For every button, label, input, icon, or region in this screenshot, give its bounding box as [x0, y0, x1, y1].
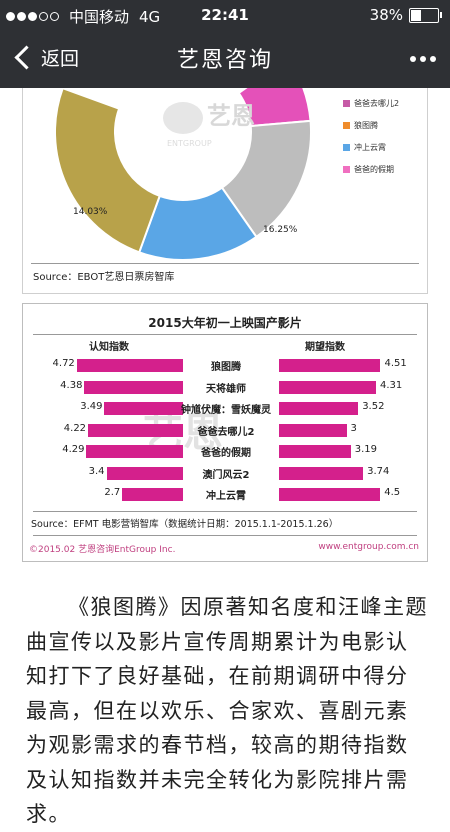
bar-value-label: 3	[350, 422, 357, 434]
bar-expectation	[279, 359, 381, 372]
network-type: 4G	[139, 7, 161, 26]
bar-value-label: 3.49	[80, 401, 103, 412]
back-label: 返回	[41, 48, 80, 70]
movie-name-label: 狼图腾	[211, 362, 241, 373]
status-bar: 中国移动 4G 22:41 38%	[0, 0, 450, 30]
watermark-logo-icon	[163, 102, 203, 134]
signal-dot	[28, 12, 37, 21]
divider	[33, 535, 417, 536]
legend-item: 冲上云霄	[343, 136, 399, 158]
legend-swatch	[343, 121, 350, 129]
bar-value-label: 4.31	[379, 379, 403, 391]
carrier-group: 中国移动 4G	[6, 6, 160, 27]
movie-name-label: 爸爸的假期	[201, 448, 251, 459]
divider	[31, 263, 419, 264]
signal-dot	[17, 12, 26, 21]
legend-label: 冲上云霄	[354, 142, 386, 152]
donut-chart: 14.03%15.46%16.25% 艺恩 ENTGROUP	[54, 88, 312, 261]
movie-name-label: 冲上云霄	[206, 491, 246, 502]
bar-expectation	[279, 402, 359, 415]
legend-swatch	[343, 165, 350, 173]
legend-swatch	[343, 143, 350, 151]
signal-dot	[6, 12, 15, 21]
dot-icon	[420, 56, 426, 62]
battery-group: 38%	[370, 6, 442, 24]
battery-percent: 38%	[369, 6, 403, 24]
article-paragraph: 《狼图腾》因原著知名度和汪峰主题曲宣传以及影片宣传周期累计为电影认知打下了良好基…	[26, 595, 428, 826]
copyright-text: ©2015.02 艺恩咨询EntGroup Inc.	[29, 545, 176, 555]
clock: 22:41	[201, 6, 249, 24]
more-options-button[interactable]	[406, 56, 436, 62]
bar-value-label: 4.72	[52, 358, 75, 369]
website-link[interactable]: www.entgroup.com.cn	[318, 542, 419, 552]
nav-bar: 返回 艺恩咨询	[0, 30, 450, 88]
legend-item: 狼图腾	[343, 114, 399, 136]
bar-awareness	[122, 488, 183, 501]
bar-expectation	[279, 380, 376, 394]
slice-label: 14.03%	[73, 207, 108, 217]
slice-label: 16.25%	[263, 225, 298, 235]
right-axis-header: 期望指数	[305, 342, 345, 353]
divider	[33, 511, 417, 512]
bar-value-label: 4.38	[60, 379, 83, 391]
chart-source: Source：EFMT 电影营销智库（数据统计日期：2015.1.1-2015.…	[31, 519, 339, 530]
carrier-name: 中国移动	[69, 8, 130, 26]
legend-item: 爸爸的假期	[343, 158, 399, 180]
article-body: 《狼图腾》因原著知名度和汪峰主题曲宣传以及影片宣传周期累计为电影认知打下了良好基…	[26, 590, 430, 832]
bar-value-label: 3.52	[362, 401, 385, 412]
bar-awareness	[84, 380, 183, 394]
bar-value-label: 4.5	[384, 487, 401, 498]
bar-expectation	[279, 423, 347, 437]
legend-label: 爸爸去哪儿2	[354, 98, 400, 108]
divider	[33, 334, 417, 335]
bar-expectation	[279, 466, 364, 480]
legend-label: 狼图腾	[354, 120, 378, 130]
chart-legend: 爸爸去哪儿2 狼图腾冲上云霄爸爸的假期	[343, 92, 399, 180]
watermark-text: 艺恩	[207, 102, 255, 130]
signal-dot	[39, 12, 48, 21]
back-button[interactable]: 返回	[12, 44, 79, 71]
bar-value-label: 4.29	[62, 444, 85, 455]
bar-value-label: 4.51	[384, 358, 407, 369]
bar-value-label: 3.74	[367, 465, 390, 477]
dot-icon	[430, 56, 436, 62]
chart-title: 2015大年初一上映国产影片	[148, 316, 302, 330]
watermark-subtext: ENTGROUP	[167, 139, 212, 148]
movie-name-label: 钟馗伏魔：雪妖魔灵	[181, 405, 271, 416]
dot-icon	[410, 56, 416, 62]
bar-awareness	[76, 359, 183, 372]
battery-icon	[409, 7, 439, 23]
page-title: 艺恩咨询	[176, 48, 273, 73]
left-axis-header: 认知指数	[89, 342, 129, 353]
pie-slice	[54, 88, 162, 254]
bar-chart-figure: 2015大年初一上映国产影片 认知指数 期望指数 艺恩 Source：EFMT …	[22, 303, 428, 562]
bar-expectation	[279, 488, 381, 501]
movie-name-label: 澳门风云2	[202, 469, 250, 481]
legend-item: 爸爸去哪儿2	[343, 92, 399, 114]
bar-awareness	[88, 423, 183, 437]
legend-label: 爸爸的假期	[354, 164, 394, 174]
bar-value-label: 2.7	[104, 487, 121, 498]
bar-awareness	[106, 466, 183, 480]
bar-expectation	[279, 445, 351, 458]
bar-value-label: 3.19	[354, 444, 378, 455]
signal-icon	[6, 12, 61, 21]
donut-chart-figure: 14.03%15.46%16.25% 艺恩 ENTGROUP 爸爸去哪儿2 狼图腾…	[22, 88, 428, 294]
legend-swatch	[343, 99, 350, 107]
bar-awareness	[104, 402, 183, 415]
bar-awareness	[86, 445, 183, 458]
signal-dot	[50, 12, 59, 21]
chart-source: Source：EBOT艺恩日票房智库	[33, 272, 175, 283]
movie-name-label: 天将雄师	[206, 383, 246, 395]
movie-name-label: 爸爸去哪儿2	[197, 426, 255, 438]
bar-value-label: 4.22	[63, 422, 87, 434]
bar-value-label: 3.4	[88, 465, 105, 477]
